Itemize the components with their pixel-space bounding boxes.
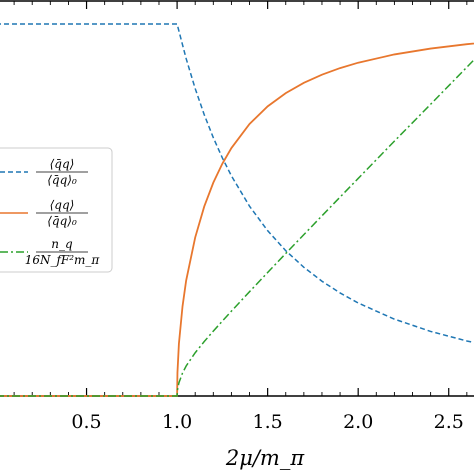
legend-frame	[0, 147, 113, 273]
legend-denominator: 16N_fF²m_π	[25, 253, 101, 267]
x-tick-label: 1.5	[253, 411, 283, 433]
x-tick-label: 2.0	[343, 411, 373, 433]
x-tick-label: 1.0	[162, 411, 192, 433]
legend-denominator: ⟨q̄q⟩₀	[47, 214, 77, 228]
legend-denominator: ⟨q̄q⟩₀	[47, 173, 77, 187]
legend: ⟨q̄q⟩ ⟨q̄q⟩₀ ⟨qq⟩ ⟨q̄q⟩₀ n_q 16N_fF²m_π	[0, 147, 113, 273]
legend-numerator: ⟨qq⟩	[50, 198, 75, 212]
series-line-quark-density	[0, 58, 474, 397]
x-ticks: 0.5 1.0 1.5 2.0 2.5	[13, 1, 468, 433]
series-line-chiral-condensate	[0, 23, 474, 344]
x-axis-label: 2μ/m_π	[225, 446, 305, 470]
legend-numerator: ⟨q̄q⟩	[50, 157, 75, 171]
x-tick-label: 2.5	[434, 411, 464, 433]
x-tick-label: 0.5	[71, 411, 101, 433]
legend-numerator: n_q	[51, 237, 73, 251]
